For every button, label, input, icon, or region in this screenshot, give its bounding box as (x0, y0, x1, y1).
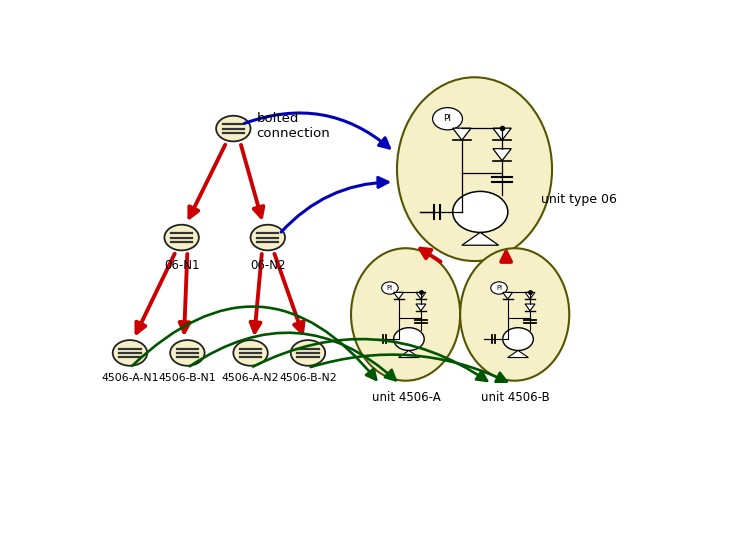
Circle shape (453, 191, 508, 233)
Text: 4506-B-N1: 4506-B-N1 (159, 374, 216, 384)
Text: 4506-A-N1: 4506-A-N1 (102, 374, 159, 384)
Circle shape (382, 282, 398, 294)
Ellipse shape (460, 248, 569, 381)
Polygon shape (493, 128, 511, 140)
Text: 06-N2: 06-N2 (250, 259, 285, 272)
Text: PI: PI (444, 114, 451, 123)
Circle shape (502, 327, 534, 350)
Polygon shape (493, 149, 511, 160)
Circle shape (165, 225, 199, 250)
Ellipse shape (351, 248, 460, 381)
Circle shape (216, 116, 250, 142)
Text: 4506-B-N2: 4506-B-N2 (279, 374, 337, 384)
Circle shape (491, 282, 508, 294)
Text: PI: PI (387, 285, 393, 291)
Circle shape (170, 340, 205, 366)
Polygon shape (399, 350, 419, 357)
Circle shape (393, 327, 424, 350)
Polygon shape (502, 292, 513, 299)
Circle shape (290, 340, 325, 366)
Polygon shape (525, 292, 535, 299)
Text: 4506-A-N2: 4506-A-N2 (222, 374, 279, 384)
Text: bolted
connection: bolted connection (256, 113, 330, 140)
Circle shape (233, 340, 268, 366)
Polygon shape (393, 292, 404, 299)
Text: unit 4506-A: unit 4506-A (373, 391, 441, 405)
Polygon shape (525, 304, 535, 311)
Circle shape (433, 108, 462, 130)
Polygon shape (508, 350, 528, 357)
Circle shape (250, 225, 285, 250)
Circle shape (113, 340, 147, 366)
Polygon shape (416, 292, 426, 299)
Text: PI: PI (496, 285, 502, 291)
Polygon shape (462, 233, 499, 245)
Polygon shape (453, 128, 471, 140)
Text: 06-N1: 06-N1 (164, 259, 199, 272)
Text: unit 4506-B: unit 4506-B (482, 391, 551, 405)
Text: unit type 06: unit type 06 (541, 193, 617, 205)
Ellipse shape (397, 77, 552, 261)
Polygon shape (416, 304, 426, 311)
